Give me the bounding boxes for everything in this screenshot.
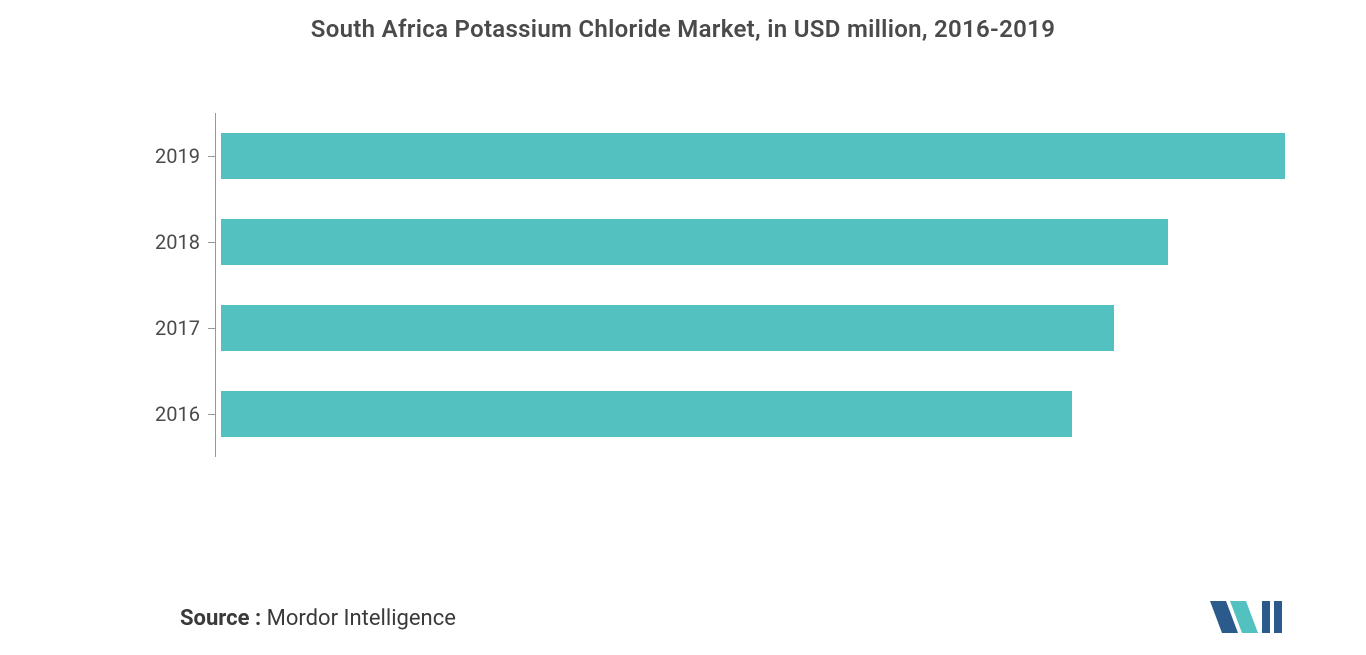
chart-container: South Africa Potassium Chloride Market, … xyxy=(0,0,1366,655)
bar-fill-2016 xyxy=(220,390,1073,438)
source-text: Source : Mordor Intelligence xyxy=(180,606,456,631)
bar-row: 2016 xyxy=(215,371,1286,457)
mordor-logo xyxy=(1208,599,1286,637)
chart-area: 2019 2018 2017 2016 xyxy=(40,113,1326,457)
bar-fill-2019 xyxy=(220,132,1286,180)
bar-row: 2019 xyxy=(215,113,1286,199)
bars-wrapper: 2019 2018 2017 2016 xyxy=(215,113,1286,457)
bar-label: 2017 xyxy=(145,316,200,340)
bar-row: 2017 xyxy=(215,285,1286,371)
bar-track xyxy=(220,304,1286,352)
bar-fill-2017 xyxy=(220,304,1115,352)
bar-track xyxy=(220,390,1286,438)
source-label: Source : xyxy=(180,606,267,631)
bar-row: 2018 xyxy=(215,199,1286,285)
source-value: Mordor Intelligence xyxy=(267,606,456,631)
axis-tick xyxy=(208,328,215,329)
axis-tick xyxy=(208,242,215,243)
bar-track xyxy=(220,218,1286,266)
axis-tick xyxy=(208,414,215,415)
source-row: Source : Mordor Intelligence xyxy=(180,599,1286,637)
bar-fill-2018 xyxy=(220,218,1169,266)
bar-track xyxy=(220,132,1286,180)
logo-icon xyxy=(1208,599,1286,637)
chart-title: South Africa Potassium Chloride Market, … xyxy=(40,15,1326,43)
bar-label: 2016 xyxy=(145,402,200,426)
bar-label: 2018 xyxy=(145,230,200,254)
bar-label: 2019 xyxy=(145,144,200,168)
axis-tick xyxy=(208,156,215,157)
